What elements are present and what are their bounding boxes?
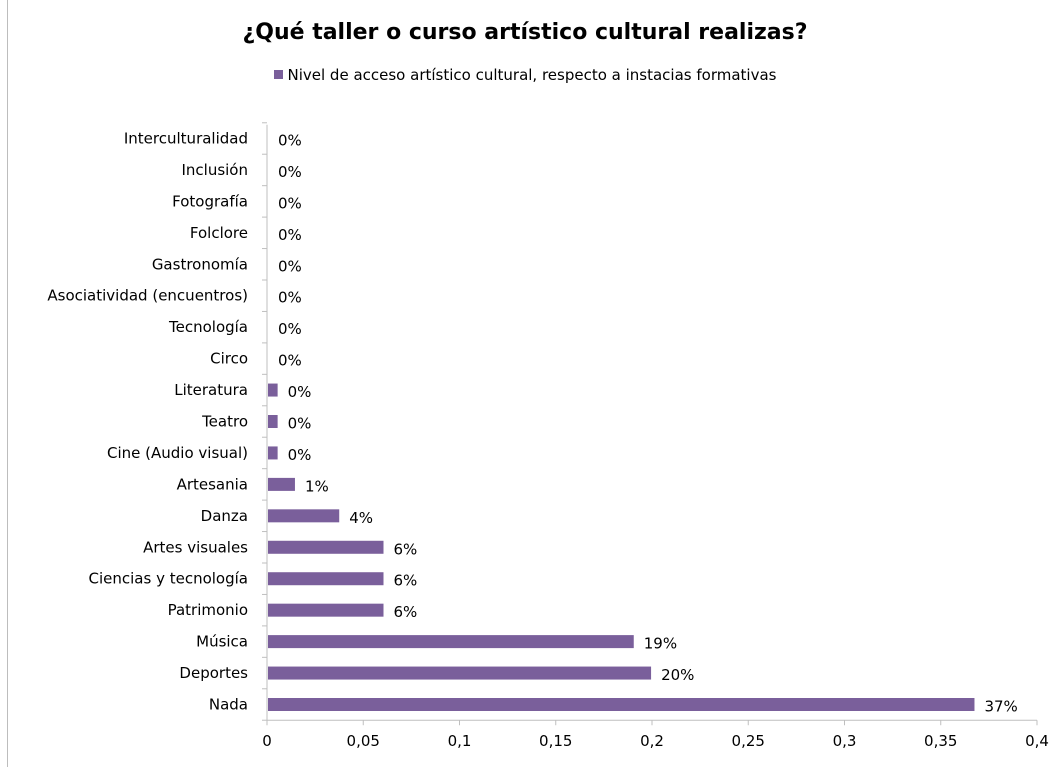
chart-title: ¿Qué taller o curso artístico cultural r… (242, 20, 808, 45)
data-label: 0% (278, 320, 302, 338)
x-tick-label: 0,05 (347, 732, 380, 750)
legend-label: Nivel de acceso artístico cultural, resp… (287, 66, 777, 84)
category-label: Folclore (190, 224, 248, 242)
data-label: 19% (644, 635, 677, 653)
bar (268, 477, 295, 491)
data-label: 0% (288, 383, 312, 401)
data-label: 6% (394, 540, 418, 558)
data-label: 0% (278, 194, 302, 212)
category-label: Interculturalidad (124, 130, 248, 148)
data-label: 0% (278, 289, 302, 307)
bar (268, 415, 278, 428)
category-label: Ciencias y tecnología (89, 570, 248, 588)
x-tick-label: 0 (262, 732, 272, 750)
x-tick-label: 0,15 (539, 732, 572, 750)
data-label: 0% (288, 446, 312, 464)
bar (268, 698, 975, 711)
x-tick-label: 0,1 (448, 732, 472, 750)
data-label: 0% (278, 226, 302, 244)
category-label: Gastronomía (152, 255, 248, 273)
data-label: 1% (305, 477, 329, 495)
bar (268, 446, 278, 460)
legend: Nivel de acceso artístico cultural, resp… (0, 66, 1050, 84)
bar (268, 572, 384, 586)
category-label: Patrimonio (168, 601, 248, 619)
data-label: 0% (278, 163, 302, 181)
data-label: 4% (349, 509, 373, 527)
x-tick-label: 0,4 (1025, 732, 1049, 750)
category-label: Cine (Audio visual) (107, 444, 248, 462)
category-label: Artes visuales (143, 538, 248, 556)
legend-swatch (273, 70, 283, 79)
data-label: 20% (661, 666, 694, 684)
category-label: Deportes (179, 664, 248, 682)
bar (268, 666, 652, 680)
x-tick-label: 0,25 (732, 732, 765, 750)
category-label: Fotografía (172, 192, 248, 210)
category-label: Circo (210, 350, 248, 368)
category-label: Teatro (201, 413, 248, 431)
x-tick-label: 0,2 (640, 732, 664, 750)
data-label: 0% (278, 132, 302, 150)
data-label: 0% (278, 352, 302, 370)
bar (268, 383, 278, 397)
chart-border (7, 0, 8, 767)
bar (268, 540, 384, 554)
category-label: Danza (201, 507, 248, 525)
x-tick-label: 0,3 (833, 732, 857, 750)
category-label: Tecnología (168, 318, 248, 336)
bar (268, 509, 340, 523)
category-label: Literatura (174, 381, 248, 399)
category-label: Nada (209, 696, 248, 714)
data-label: 37% (984, 698, 1017, 716)
category-label: Inclusión (181, 161, 248, 179)
data-label: 0% (288, 415, 312, 433)
data-label: 6% (394, 572, 418, 590)
x-tick-label: 0,35 (924, 732, 957, 750)
bar (268, 635, 634, 649)
category-label: Artesania (177, 475, 248, 493)
category-label: Música (196, 633, 248, 651)
bar (268, 603, 384, 617)
data-label: 6% (394, 603, 418, 621)
category-label: Asociatividad (encuentros) (47, 287, 248, 305)
data-label: 0% (278, 257, 302, 275)
